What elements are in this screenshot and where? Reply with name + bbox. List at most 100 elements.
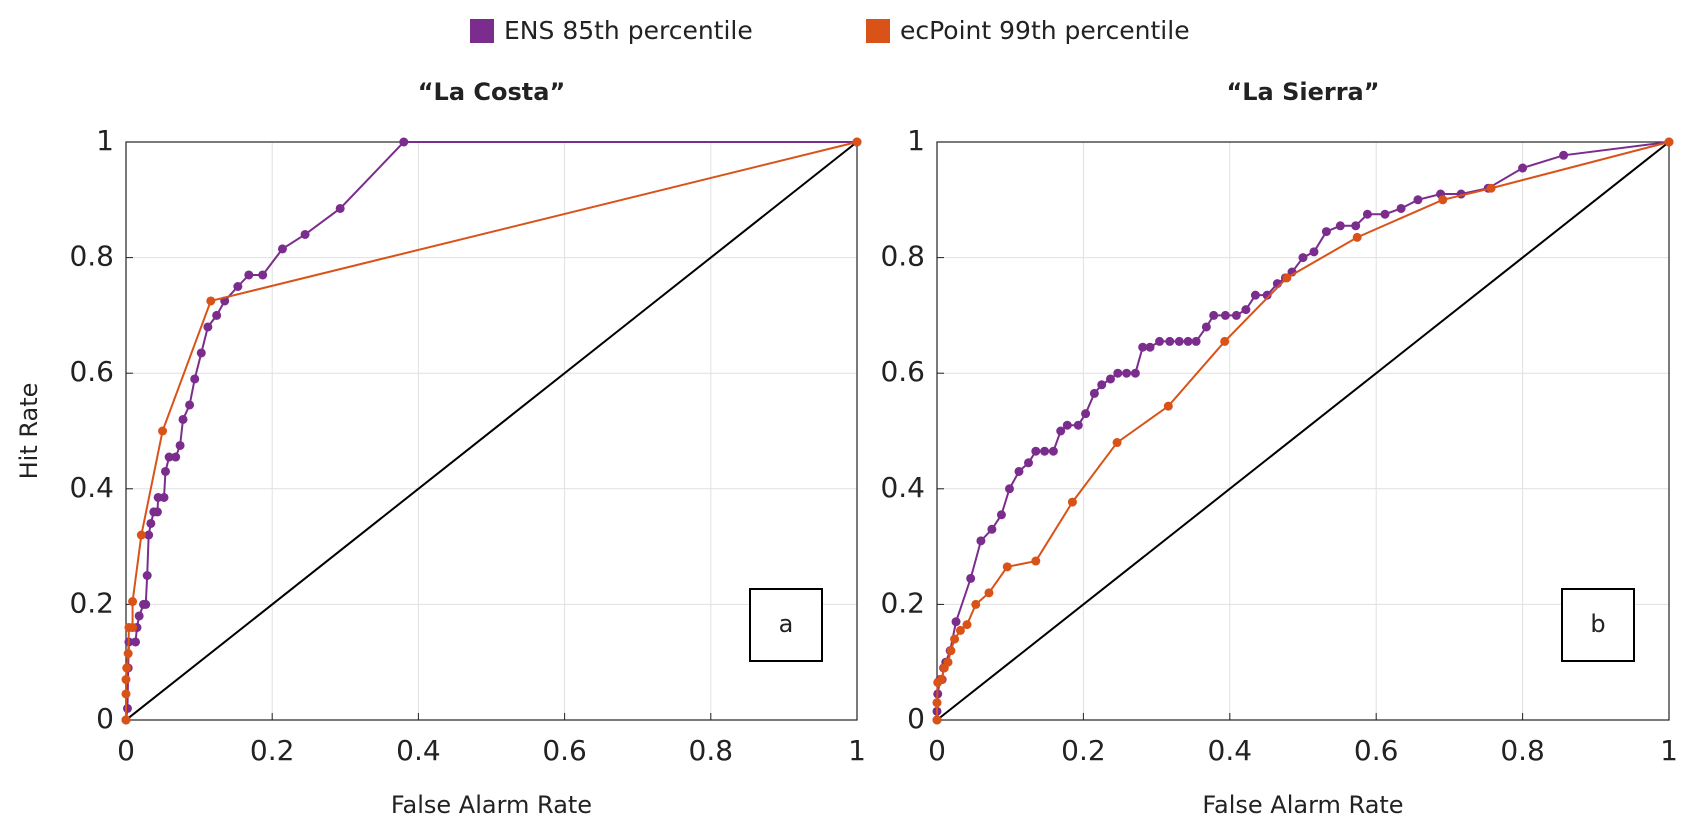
data-point bbox=[152, 507, 162, 517]
annotation: b bbox=[1590, 610, 1605, 638]
data-point bbox=[121, 675, 131, 685]
x-tick-label: 0.8 bbox=[1500, 734, 1545, 767]
y-tick-label: 0.4 bbox=[880, 471, 925, 504]
data-point bbox=[1062, 420, 1072, 430]
data-point bbox=[185, 400, 195, 410]
data-point bbox=[1138, 342, 1148, 352]
data-point bbox=[1241, 305, 1251, 315]
data-point bbox=[178, 414, 188, 424]
subplot-title: “La Costa” bbox=[418, 78, 565, 106]
y-tick-label: 0.8 bbox=[69, 240, 114, 273]
data-point bbox=[1002, 562, 1012, 572]
subplot-title: “La Sierra” bbox=[1226, 78, 1379, 106]
data-point bbox=[136, 530, 146, 540]
data-point bbox=[1220, 310, 1230, 320]
data-point bbox=[1089, 388, 1099, 398]
data-point bbox=[146, 518, 156, 528]
data-point bbox=[1105, 374, 1115, 384]
x-tick-label: 0 bbox=[117, 734, 135, 767]
data-point bbox=[1396, 203, 1406, 213]
data-point bbox=[258, 270, 268, 280]
data-point bbox=[1130, 368, 1140, 378]
axes-box bbox=[936, 141, 1670, 721]
data-point bbox=[852, 137, 862, 147]
data-point bbox=[399, 137, 409, 147]
y-tick-label: 0.6 bbox=[880, 355, 925, 388]
data-point bbox=[971, 599, 981, 609]
data-point bbox=[142, 571, 152, 580]
data-point bbox=[1298, 253, 1308, 263]
data-point bbox=[131, 637, 141, 647]
x-tick-label: 0.4 bbox=[1208, 734, 1253, 767]
data-point bbox=[1231, 310, 1241, 320]
legend-swatch bbox=[866, 19, 890, 43]
x-tick-label: 0 bbox=[928, 734, 946, 767]
data-point bbox=[121, 689, 131, 699]
data-point bbox=[1380, 209, 1390, 219]
x-tick-label: 0.2 bbox=[250, 734, 295, 767]
data-point bbox=[984, 588, 994, 598]
data-point bbox=[936, 675, 946, 685]
data-point bbox=[122, 663, 132, 673]
data-point bbox=[335, 203, 345, 213]
data-point bbox=[1113, 368, 1123, 378]
data-point bbox=[1321, 227, 1331, 237]
data-point bbox=[932, 698, 942, 708]
data-point bbox=[1081, 409, 1091, 419]
data-point bbox=[171, 452, 181, 462]
legend-label: ecPoint 99th percentile bbox=[900, 16, 1190, 45]
data-point bbox=[1201, 322, 1211, 332]
data-point bbox=[1155, 336, 1165, 346]
data-point bbox=[1352, 232, 1362, 242]
y-tick-label: 0 bbox=[96, 702, 114, 735]
y-axis-label: Hit Rate bbox=[15, 383, 43, 480]
data-point bbox=[1145, 342, 1155, 352]
data-point bbox=[1413, 195, 1423, 205]
y-tick-label: 1 bbox=[96, 124, 114, 157]
data-point bbox=[996, 510, 1006, 520]
y-tick-label: 0.6 bbox=[69, 355, 114, 388]
data-point bbox=[1031, 556, 1041, 566]
data-point bbox=[1209, 310, 1219, 320]
data-point bbox=[1122, 368, 1132, 378]
data-point bbox=[1250, 290, 1260, 300]
x-tick-label: 0.2 bbox=[1061, 734, 1106, 767]
data-point bbox=[976, 536, 986, 546]
y-tick-label: 0.8 bbox=[880, 240, 925, 273]
data-point bbox=[1438, 195, 1448, 205]
data-point bbox=[932, 715, 942, 725]
data-point bbox=[123, 649, 133, 659]
data-point bbox=[1174, 336, 1184, 346]
data-point bbox=[1040, 446, 1050, 456]
data-point bbox=[1191, 336, 1201, 346]
x-axis-label: False Alarm Rate bbox=[1202, 791, 1403, 819]
data-point bbox=[1097, 380, 1107, 390]
data-point bbox=[1031, 446, 1041, 456]
data-point bbox=[950, 634, 960, 644]
legend-label: ENS 85th percentile bbox=[504, 16, 753, 45]
y-tick-label: 0 bbox=[907, 702, 925, 735]
data-point bbox=[1067, 497, 1077, 507]
data-point bbox=[300, 229, 310, 239]
data-point bbox=[1073, 420, 1083, 430]
data-point bbox=[1282, 273, 1292, 283]
data-point bbox=[1486, 183, 1496, 193]
data-point bbox=[987, 524, 997, 534]
x-tick-label: 1 bbox=[1660, 734, 1678, 767]
data-point bbox=[943, 657, 953, 667]
data-point bbox=[1183, 336, 1193, 346]
data-point bbox=[1351, 221, 1361, 231]
x-tick-label: 0.6 bbox=[1354, 734, 1399, 767]
y-tick-label: 1 bbox=[907, 124, 925, 157]
data-point bbox=[1220, 336, 1230, 346]
x-tick-label: 0.6 bbox=[542, 734, 587, 767]
annotation-box bbox=[749, 588, 823, 662]
data-point bbox=[1664, 137, 1674, 147]
data-point bbox=[144, 530, 154, 540]
x-tick-label: 1 bbox=[848, 734, 866, 767]
data-point bbox=[244, 270, 254, 280]
data-point bbox=[951, 617, 961, 627]
data-point bbox=[206, 296, 216, 306]
data-point bbox=[1309, 247, 1319, 257]
